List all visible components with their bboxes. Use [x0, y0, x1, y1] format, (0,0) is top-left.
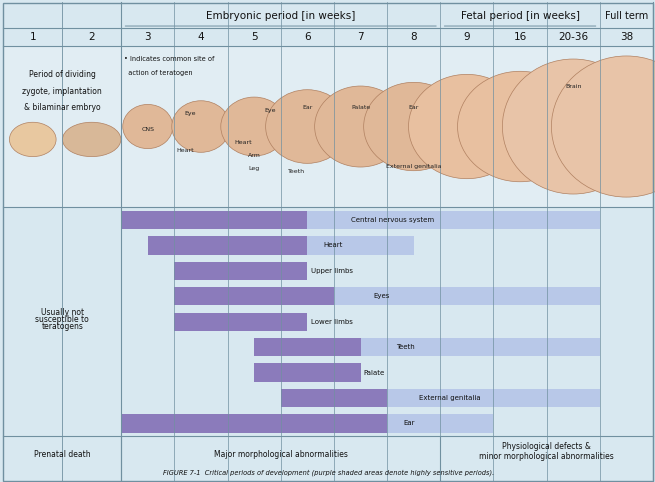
Text: 2: 2 — [88, 32, 95, 42]
Text: Ear: Ear — [409, 105, 419, 109]
Text: CNS: CNS — [141, 127, 155, 132]
Bar — [254, 338, 360, 356]
Ellipse shape — [62, 122, 121, 157]
Text: Eyes: Eyes — [374, 293, 390, 299]
Text: Heart: Heart — [234, 140, 252, 145]
Ellipse shape — [221, 97, 288, 156]
Text: Period of dividing: Period of dividing — [29, 70, 96, 80]
Text: Palate: Palate — [351, 105, 370, 109]
Text: 9: 9 — [464, 32, 470, 42]
Text: 6: 6 — [304, 32, 310, 42]
Text: Ear: Ear — [302, 105, 312, 109]
Text: Upper limbs: Upper limbs — [310, 268, 352, 274]
Bar — [360, 338, 600, 356]
Text: External genitalia: External genitalia — [386, 164, 441, 169]
Text: Leg: Leg — [248, 166, 260, 171]
Ellipse shape — [458, 71, 582, 182]
Text: Physiological defects &: Physiological defects & — [502, 442, 591, 451]
Text: Usually not: Usually not — [41, 308, 84, 317]
Text: 1: 1 — [29, 32, 36, 42]
Text: Teeth: Teeth — [396, 344, 415, 350]
Text: 38: 38 — [620, 32, 633, 42]
Text: External genitalia: External genitalia — [419, 395, 481, 401]
Ellipse shape — [9, 122, 56, 157]
Text: 3: 3 — [145, 32, 151, 42]
Text: FIGURE 7-1  Critical periods of development (purple shaded areas denote highly s: FIGURE 7-1 Critical periods of developme… — [162, 469, 494, 476]
Bar — [174, 313, 307, 331]
Text: Fetal period [in weeks]: Fetal period [in weeks] — [460, 12, 580, 21]
Ellipse shape — [502, 59, 644, 194]
Bar — [334, 287, 600, 306]
Text: Prenatal death: Prenatal death — [34, 450, 90, 459]
Bar — [307, 236, 414, 254]
Text: Heart: Heart — [176, 148, 194, 153]
Text: teratogens: teratogens — [41, 322, 83, 331]
Bar — [121, 211, 307, 229]
Text: Lower limbs: Lower limbs — [310, 319, 352, 325]
Text: Palate: Palate — [364, 370, 385, 375]
Text: Eye: Eye — [185, 111, 196, 116]
Text: susceptible to: susceptible to — [35, 315, 89, 324]
Text: Major morphological abnormalities: Major morphological abnormalities — [214, 450, 348, 459]
Bar — [174, 262, 307, 280]
Text: Heart: Heart — [324, 242, 343, 248]
Text: Arm: Arm — [248, 153, 261, 158]
Ellipse shape — [314, 86, 406, 167]
Bar — [3, 46, 653, 207]
Text: Ear: Ear — [403, 420, 415, 427]
Text: 5: 5 — [251, 32, 257, 42]
Bar — [307, 211, 600, 229]
Ellipse shape — [552, 56, 655, 197]
Text: action of teratogen: action of teratogen — [124, 70, 193, 76]
Text: Teeth: Teeth — [288, 169, 305, 174]
Text: 16: 16 — [514, 32, 527, 42]
Text: zygote, implantation: zygote, implantation — [22, 86, 102, 95]
Bar — [254, 363, 360, 382]
Ellipse shape — [409, 74, 525, 179]
Text: 8: 8 — [411, 32, 417, 42]
Bar — [387, 415, 493, 433]
Ellipse shape — [364, 82, 464, 171]
Ellipse shape — [266, 90, 349, 163]
Text: 20-36: 20-36 — [558, 32, 588, 42]
Bar — [387, 389, 600, 407]
Text: Full term: Full term — [605, 12, 648, 21]
Bar — [121, 415, 387, 433]
Text: Eye: Eye — [265, 108, 276, 113]
Text: minor morphological abnormalities: minor morphological abnormalities — [479, 452, 614, 461]
Text: Embryonic period [in weeks]: Embryonic period [in weeks] — [206, 12, 356, 21]
Text: Brain: Brain — [565, 84, 582, 89]
Text: 7: 7 — [357, 32, 364, 42]
Text: • Indicates common site of: • Indicates common site of — [124, 56, 215, 62]
Text: & bilaminar embryo: & bilaminar embryo — [24, 103, 100, 112]
Ellipse shape — [122, 105, 173, 148]
Ellipse shape — [172, 101, 230, 152]
Text: 4: 4 — [198, 32, 204, 42]
Bar — [174, 287, 334, 306]
Bar — [281, 389, 387, 407]
Bar — [148, 236, 307, 254]
Text: Central nervous system: Central nervous system — [351, 217, 434, 223]
